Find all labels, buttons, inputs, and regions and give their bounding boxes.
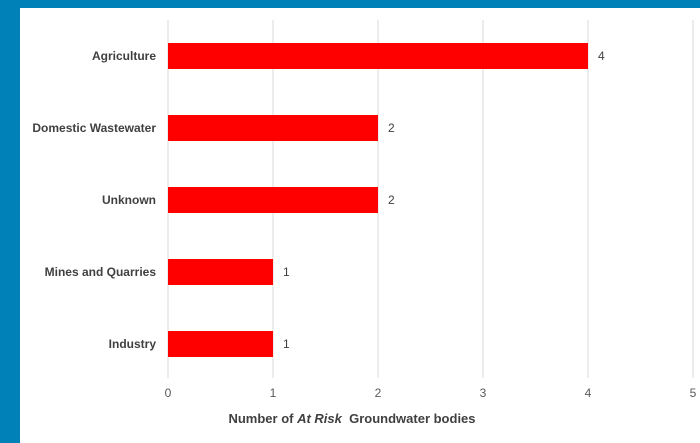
category-label: Mines and Quarries: [45, 265, 157, 279]
x-tick-label: 1: [270, 386, 277, 400]
x-tick-label: 5: [690, 386, 697, 400]
category-label: Domestic Wastewater: [32, 121, 156, 135]
data-labels: 4 2 2 1 1: [283, 49, 605, 351]
bar: [168, 331, 273, 357]
bar: [168, 259, 273, 285]
x-tick-label: 4: [585, 386, 592, 400]
x-tick-label: 3: [480, 386, 487, 400]
data-label: 1: [283, 337, 290, 351]
data-label: 2: [388, 121, 395, 135]
bar: [168, 115, 378, 141]
x-axis-title-part: Groundwater bodies: [342, 411, 476, 426]
data-label: 4: [598, 49, 605, 63]
x-axis-title-part: At Risk: [296, 411, 343, 426]
x-tick-label: 0: [165, 386, 172, 400]
bar-chart: Agriculture Domestic Wastewater Unknown Min…: [32, 20, 697, 426]
category-label: Industry: [109, 337, 157, 351]
x-tick-label: 2: [375, 386, 382, 400]
x-tick-labels: 0 1 2 3 4 5: [165, 386, 697, 400]
bar: [168, 187, 378, 213]
x-axis-title-part: Number of: [228, 411, 297, 426]
data-label: 2: [388, 193, 395, 207]
category-label: Unknown: [102, 193, 156, 207]
data-label: 1: [283, 265, 290, 279]
category-labels: Agriculture Domestic Wastewater Unknown Min…: [32, 49, 156, 351]
chart-area: Agriculture Domestic Wastewater Unknown Min…: [20, 8, 700, 443]
category-label: Agriculture: [92, 49, 156, 63]
bar: [168, 43, 588, 69]
x-axis-title: Number of At Risk Groundwater bodies: [228, 411, 475, 426]
bars: [168, 43, 588, 357]
